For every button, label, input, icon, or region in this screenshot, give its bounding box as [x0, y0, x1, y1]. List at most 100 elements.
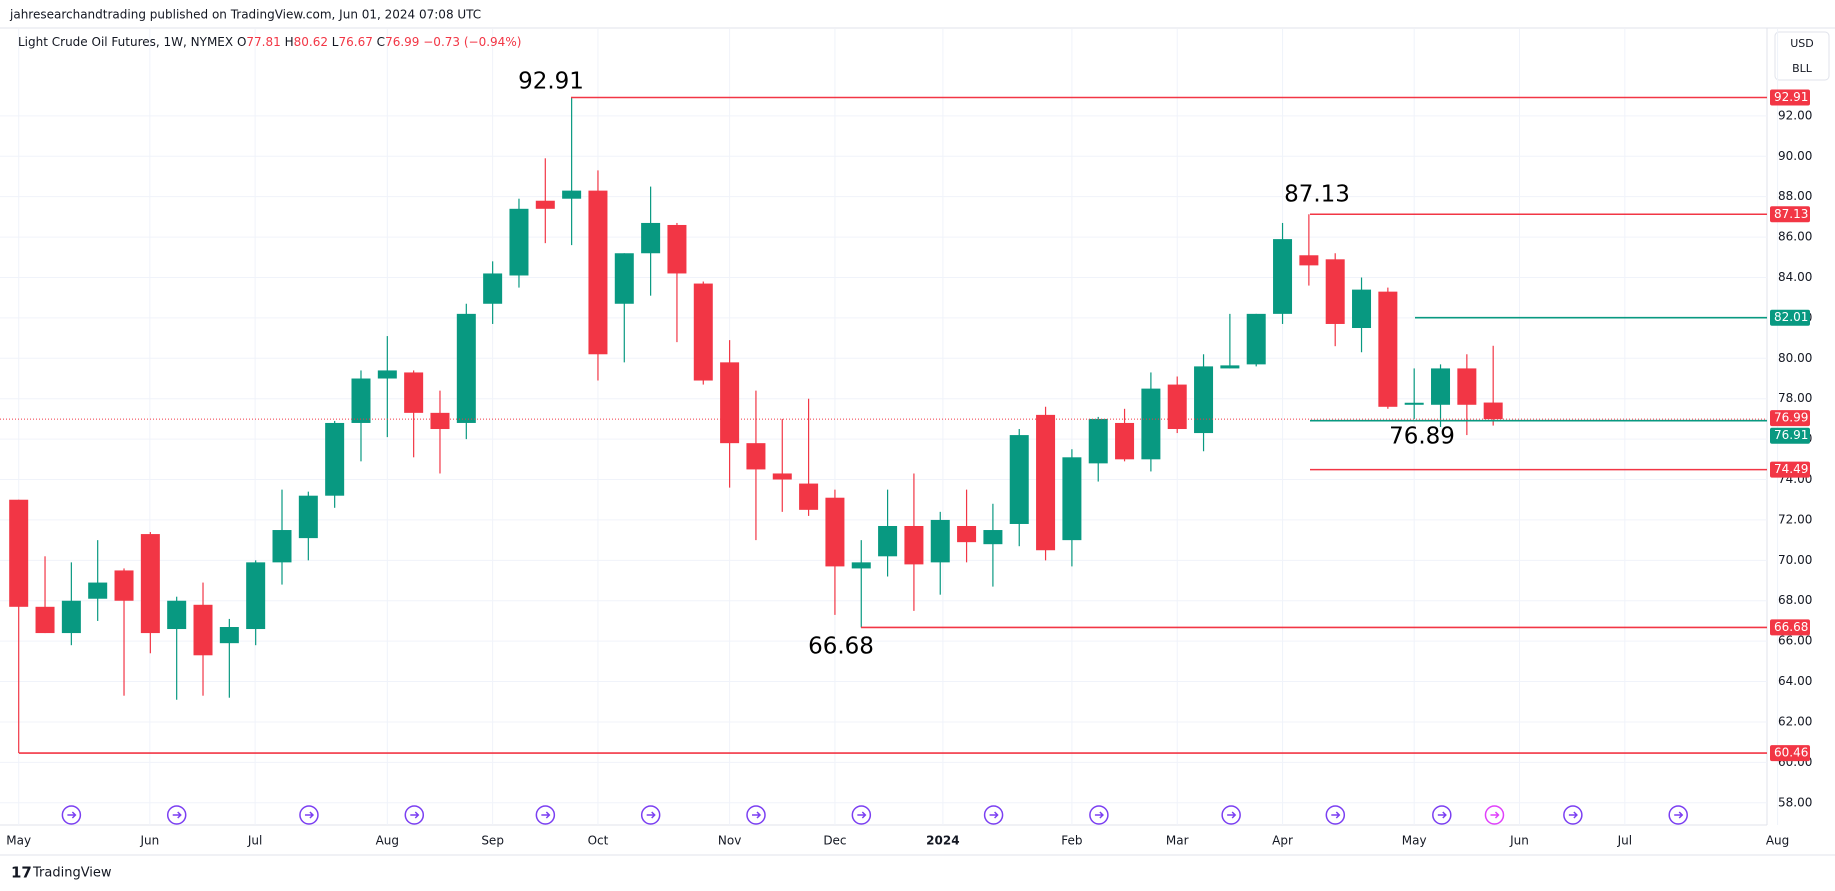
event-icon-arrow [304, 811, 315, 819]
event-icon[interactable] [166, 805, 187, 825]
legend-item: 77.81 [246, 35, 280, 49]
event-icon[interactable] [746, 805, 766, 825]
annotation: 92.91 [518, 69, 584, 95]
legend-item: O [237, 35, 246, 49]
candle-body [1404, 402, 1424, 405]
x-tick-label: Mar [1166, 834, 1189, 848]
legend: Light Crude Oil Futures, 1W, NYMEX O77.8… [18, 35, 521, 49]
candle-body [799, 483, 819, 510]
candle-body [1378, 291, 1398, 407]
candle-body [535, 200, 555, 209]
legend-item: 76.67 [338, 35, 372, 49]
y-tick-label: 92.00 [1778, 108, 1812, 122]
candle-body [851, 562, 871, 569]
candle-body [61, 600, 81, 634]
event-icon[interactable] [1563, 805, 1583, 825]
event-icon[interactable] [1325, 805, 1346, 825]
candle-body [1246, 313, 1266, 365]
event-icon-arrow [1331, 811, 1341, 819]
event-icon[interactable] [851, 805, 872, 825]
event-icon[interactable] [983, 805, 1004, 825]
annotation: 87.13 [1284, 182, 1350, 208]
event-icon[interactable] [1484, 805, 1505, 825]
candle-body [878, 525, 898, 557]
plot: 58.0060.0062.0064.0066.0068.0070.0072.00… [0, 29, 1812, 848]
x-tick-label: Aug [376, 834, 399, 848]
x-tick-label: 2024 [926, 834, 959, 848]
candle-body [167, 600, 187, 630]
event-icon-arrow [752, 811, 762, 819]
x-tick-label: Jul [1617, 834, 1632, 848]
currency-box[interactable] [1774, 31, 1830, 81]
candle-body [667, 224, 687, 274]
unit: BLL [1792, 62, 1813, 75]
event-icon[interactable] [1432, 805, 1452, 825]
x-tick-label: Dec [823, 834, 846, 848]
event-icon-arrow [67, 811, 77, 819]
event-icon[interactable] [1089, 805, 1109, 825]
x-tick-label: Jun [139, 834, 159, 848]
candle-body [1220, 365, 1240, 369]
legend-item: H [285, 35, 294, 49]
footer: TradingView [32, 866, 112, 881]
candle-body [1273, 239, 1293, 314]
candle-body [1141, 388, 1161, 460]
level-tag-bg [1770, 619, 1810, 636]
candle-body [1167, 384, 1187, 430]
y-tick-label: 64.00 [1778, 674, 1812, 688]
level-tag-bg [1770, 745, 1810, 762]
y-tick-label: 90.00 [1778, 149, 1812, 163]
event-icon-arrow [172, 811, 182, 819]
candle-body [430, 412, 450, 430]
y-tick-label: 84.00 [1778, 270, 1812, 284]
event-icon[interactable] [299, 805, 319, 825]
event-icon-arrow [1094, 811, 1104, 819]
event-icon-arrow [541, 811, 551, 819]
event-icon[interactable] [640, 805, 661, 825]
candle-body [35, 606, 55, 634]
candle-body [509, 208, 529, 276]
candle-body [456, 313, 476, 423]
y-tick-label: 58.00 [1778, 795, 1812, 809]
level-tag: 87.13 [1774, 207, 1808, 221]
candle-body [404, 372, 424, 413]
candle-body [957, 525, 977, 543]
level-tag-bg [1770, 89, 1810, 106]
y-tick-label: 86.00 [1778, 230, 1812, 244]
candle-body [298, 495, 318, 539]
event-icon-arrow [646, 811, 656, 819]
y-tick-label: 70.00 [1778, 553, 1812, 567]
event-icon[interactable] [1668, 805, 1688, 825]
x-tick-label: Jun [1509, 834, 1529, 848]
candle-body [641, 222, 661, 254]
candle-body [1325, 259, 1345, 324]
current-price-tag-bg [1770, 410, 1810, 427]
y-tick-label: 78.00 [1778, 391, 1812, 405]
candle-body [1036, 414, 1056, 551]
candle-body [114, 570, 134, 601]
candle-body [930, 519, 950, 563]
candle-body [562, 190, 582, 199]
candle-body [351, 378, 371, 423]
candle-body [983, 530, 1003, 545]
legend-item: Light Crude Oil Futures, 1W, NYMEX [18, 35, 233, 49]
annotation: 76.89 [1389, 424, 1455, 450]
event-icon[interactable] [404, 805, 425, 825]
x-tick-label: May [1402, 834, 1427, 848]
candle-body [483, 273, 503, 304]
event-icon[interactable] [1221, 805, 1241, 825]
event-icon[interactable] [61, 805, 82, 825]
event-icon-arrow [1568, 811, 1578, 819]
x-tick-label: May [6, 834, 31, 848]
candle-body [272, 530, 292, 563]
level-tag: 82.01 [1774, 310, 1808, 324]
event-icon[interactable] [535, 805, 556, 825]
legend-item: −0.73 [423, 35, 460, 49]
level-tag-bg [1770, 461, 1810, 478]
candle-body [219, 627, 239, 644]
candle-body [193, 604, 213, 656]
legend-item: 76.99 [385, 35, 419, 49]
event-icon-arrow [1437, 811, 1447, 819]
candle-body [1457, 368, 1477, 405]
y-tick-label: 68.00 [1778, 593, 1812, 607]
